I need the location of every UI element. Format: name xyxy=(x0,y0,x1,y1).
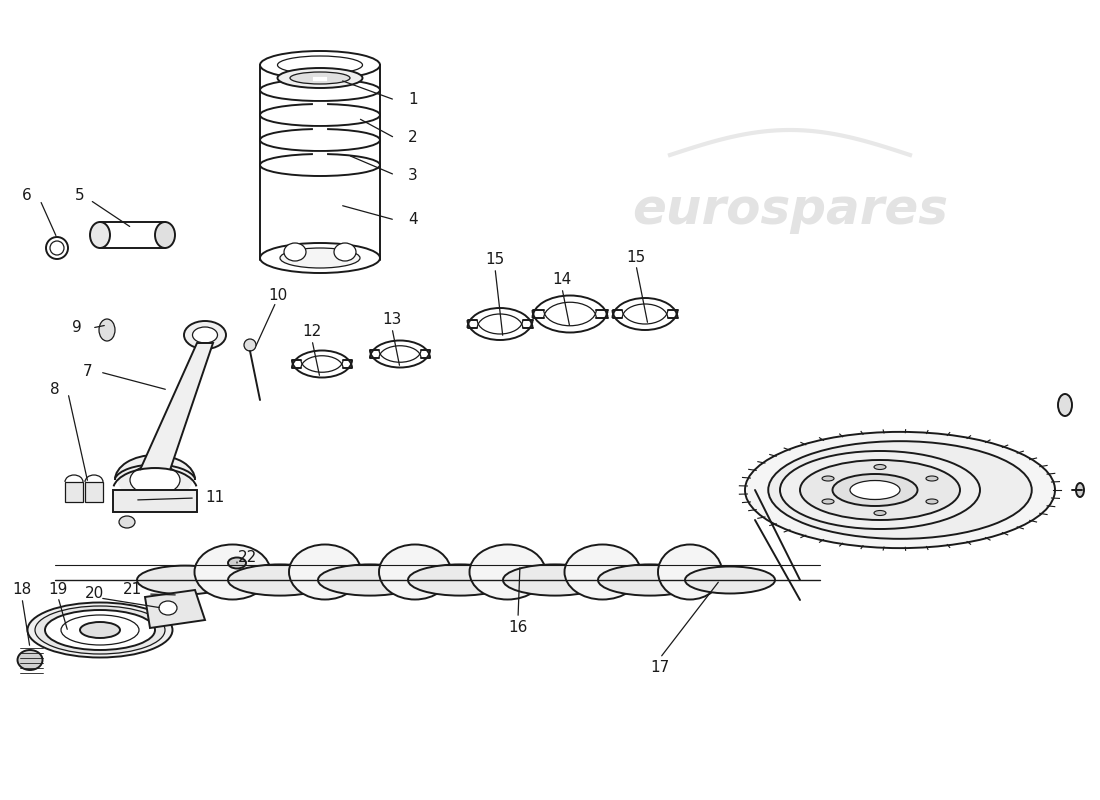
Ellipse shape xyxy=(318,565,422,595)
Ellipse shape xyxy=(926,499,938,504)
Ellipse shape xyxy=(260,51,379,79)
Ellipse shape xyxy=(50,241,64,255)
Ellipse shape xyxy=(260,243,379,273)
Ellipse shape xyxy=(334,243,356,261)
Ellipse shape xyxy=(90,222,110,248)
Ellipse shape xyxy=(228,558,246,569)
Ellipse shape xyxy=(195,545,271,599)
Ellipse shape xyxy=(244,339,256,351)
Ellipse shape xyxy=(260,129,379,151)
Ellipse shape xyxy=(280,248,360,268)
Ellipse shape xyxy=(28,602,173,658)
Ellipse shape xyxy=(685,566,775,594)
Ellipse shape xyxy=(745,432,1055,548)
Ellipse shape xyxy=(822,499,834,504)
Text: 15: 15 xyxy=(485,253,505,267)
Polygon shape xyxy=(65,482,82,502)
Ellipse shape xyxy=(379,545,451,599)
Polygon shape xyxy=(113,490,197,512)
Ellipse shape xyxy=(470,545,546,599)
Text: 14: 14 xyxy=(552,273,572,287)
Text: 3: 3 xyxy=(408,167,418,182)
Text: 20: 20 xyxy=(86,586,104,602)
Ellipse shape xyxy=(45,610,155,650)
Ellipse shape xyxy=(260,154,379,176)
Ellipse shape xyxy=(284,243,306,261)
Text: 13: 13 xyxy=(383,313,402,327)
Ellipse shape xyxy=(130,465,180,495)
Ellipse shape xyxy=(260,104,379,126)
Polygon shape xyxy=(145,590,205,628)
Text: 4: 4 xyxy=(408,213,418,227)
Ellipse shape xyxy=(228,565,332,595)
Ellipse shape xyxy=(822,476,834,481)
Text: 22: 22 xyxy=(238,550,257,566)
Text: 5: 5 xyxy=(75,189,84,203)
Ellipse shape xyxy=(277,56,363,74)
Ellipse shape xyxy=(564,545,640,599)
Ellipse shape xyxy=(160,601,177,615)
Text: 9: 9 xyxy=(73,321,82,335)
Ellipse shape xyxy=(277,68,363,88)
Ellipse shape xyxy=(833,474,917,506)
Ellipse shape xyxy=(874,510,886,515)
Ellipse shape xyxy=(138,566,233,594)
Text: 18: 18 xyxy=(12,582,32,598)
Text: 1: 1 xyxy=(408,93,418,107)
Text: 19: 19 xyxy=(48,582,68,598)
Ellipse shape xyxy=(289,545,361,599)
Ellipse shape xyxy=(116,455,195,505)
Ellipse shape xyxy=(658,545,722,599)
Text: 10: 10 xyxy=(268,287,287,302)
Polygon shape xyxy=(140,343,213,470)
Ellipse shape xyxy=(780,451,980,529)
Ellipse shape xyxy=(408,565,512,595)
Text: 7: 7 xyxy=(82,365,92,379)
Ellipse shape xyxy=(800,460,960,520)
Ellipse shape xyxy=(155,222,175,248)
Ellipse shape xyxy=(35,606,165,654)
Ellipse shape xyxy=(184,321,226,349)
Ellipse shape xyxy=(99,319,116,341)
Polygon shape xyxy=(85,482,103,502)
Ellipse shape xyxy=(503,565,607,595)
Text: 17: 17 xyxy=(650,661,670,675)
Text: 21: 21 xyxy=(123,582,142,598)
Ellipse shape xyxy=(18,650,43,670)
Text: 6: 6 xyxy=(22,189,32,203)
Text: eurospares: eurospares xyxy=(632,186,948,234)
Text: 11: 11 xyxy=(205,490,224,506)
Ellipse shape xyxy=(1076,483,1084,497)
Ellipse shape xyxy=(598,565,702,595)
Ellipse shape xyxy=(1058,394,1072,416)
Ellipse shape xyxy=(926,476,938,481)
Ellipse shape xyxy=(290,72,350,84)
Text: 8: 8 xyxy=(51,382,60,398)
Text: 2: 2 xyxy=(408,130,418,146)
Text: 16: 16 xyxy=(508,621,528,635)
Ellipse shape xyxy=(874,465,886,470)
Text: 15: 15 xyxy=(626,250,646,265)
Ellipse shape xyxy=(80,622,120,638)
Text: 12: 12 xyxy=(302,325,321,339)
Ellipse shape xyxy=(260,79,379,101)
Ellipse shape xyxy=(850,481,900,499)
Ellipse shape xyxy=(192,327,218,343)
Ellipse shape xyxy=(119,516,135,528)
Ellipse shape xyxy=(768,441,1032,539)
